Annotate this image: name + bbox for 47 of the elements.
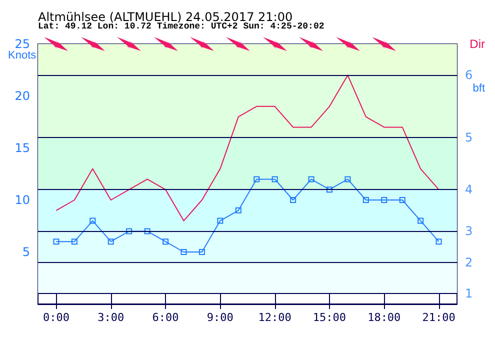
- y-tick-label: 5: [22, 245, 30, 259]
- point: [180, 249, 187, 255]
- x-tick-label: 12:00: [258, 311, 292, 324]
- x-tick-label: 6:00: [152, 311, 179, 324]
- y-tick-label: 20: [14, 89, 30, 103]
- point: [162, 238, 169, 245]
- line-series: [56, 74, 440, 222]
- point: [71, 238, 78, 245]
- point: [126, 228, 132, 234]
- point: [254, 176, 260, 182]
- text: 5: [465, 130, 473, 145]
- point: [272, 176, 278, 182]
- point: [399, 197, 406, 203]
- y-axis-title: Knots: [8, 50, 37, 62]
- y-tick-label: 10: [14, 193, 30, 207]
- x-tick-label: 0:00: [42, 311, 70, 324]
- point: [108, 238, 114, 245]
- y-tick-label: 25: [14, 37, 30, 51]
- text: 2: [465, 255, 473, 270]
- point: [362, 197, 369, 203]
- point: [326, 186, 332, 193]
- x-tick-label: 3:00: [98, 311, 124, 324]
- point: [381, 197, 388, 203]
- text: 1: [465, 286, 473, 301]
- text: 3: [465, 224, 473, 238]
- point: [418, 218, 424, 224]
- point: [144, 228, 150, 234]
- point: [436, 238, 442, 245]
- text: bft: [472, 82, 486, 94]
- chart-title: Altmühlsee (ALTMUEHL) 24.05.2017 21:00: [38, 10, 293, 24]
- point: [308, 176, 314, 182]
- point: [53, 238, 60, 245]
- point: [90, 218, 96, 224]
- x-tick-label: 21:00: [422, 311, 456, 324]
- text: 4: [465, 182, 473, 197]
- x-tick-label: 15:00: [312, 311, 346, 324]
- point: [344, 176, 351, 182]
- point: [198, 249, 205, 255]
- x-tick-label: 18:00: [368, 311, 401, 324]
- point: [290, 197, 296, 203]
- x-tick-label: 9:00: [206, 311, 234, 324]
- point: [235, 207, 242, 214]
- text: Dir: [470, 37, 486, 51]
- y-tick-label: 15: [14, 141, 30, 155]
- point: [217, 218, 224, 224]
- chart-subtitle: Lat: 49.12 Lon: 10.72 Timezone: UTC+2 Sun: 4:25-20:02: [38, 22, 324, 32]
- text: 6: [465, 68, 473, 82]
